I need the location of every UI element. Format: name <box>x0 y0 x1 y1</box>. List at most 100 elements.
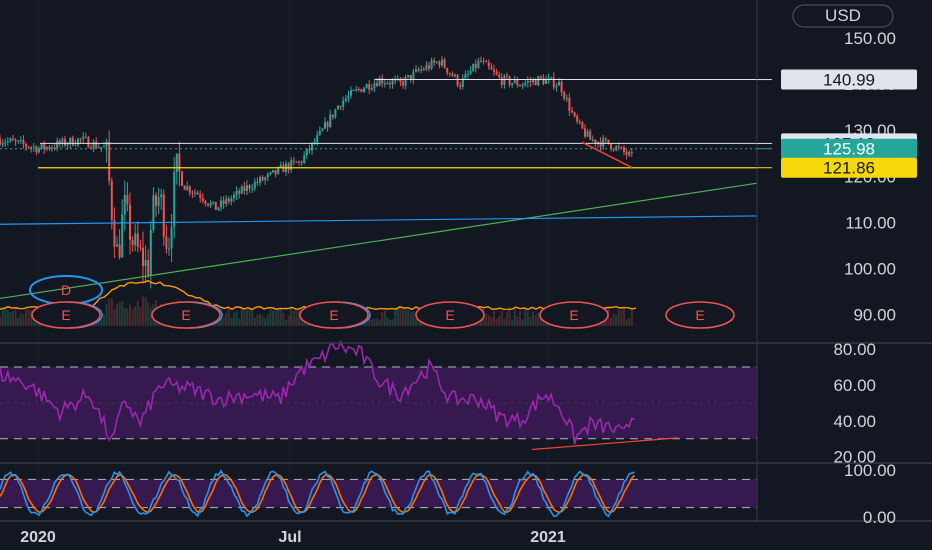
candle-body[interactable] <box>599 141 602 147</box>
candle-body[interactable] <box>173 171 176 227</box>
candle-body[interactable] <box>160 194 163 198</box>
candle-body[interactable] <box>474 63 477 68</box>
candle-body[interactable] <box>103 146 105 148</box>
candle-body[interactable] <box>74 144 77 146</box>
candle-body[interactable] <box>420 69 423 71</box>
price-axis[interactable]: 150.00140.00130.00120.00110.00100.0090.0… <box>833 29 896 527</box>
candle-body[interactable] <box>51 147 53 149</box>
candle-body[interactable] <box>152 195 155 230</box>
stoch-d-line[interactable] <box>0 473 635 514</box>
candle-body[interactable] <box>459 85 462 87</box>
candle-body[interactable] <box>12 138 14 141</box>
candle-body[interactable] <box>181 171 183 186</box>
candle-body[interactable] <box>485 61 488 63</box>
candle-body[interactable] <box>412 71 415 80</box>
candle-body[interactable] <box>248 185 251 189</box>
candle-body[interactable] <box>506 75 508 77</box>
candle-body[interactable] <box>482 61 485 63</box>
candle-body[interactable] <box>214 201 217 210</box>
candle-body[interactable] <box>100 147 103 149</box>
candle-body[interactable] <box>1 143 4 145</box>
candle-body[interactable] <box>9 138 12 141</box>
candle-body[interactable] <box>363 88 365 92</box>
price-divergence-line[interactable] <box>581 141 633 169</box>
candle-body[interactable] <box>238 190 241 194</box>
candle-body[interactable] <box>495 71 498 75</box>
candle-body[interactable] <box>251 188 254 190</box>
candle-body[interactable] <box>32 146 35 148</box>
candle-body[interactable] <box>212 201 215 203</box>
candle-body[interactable] <box>487 62 490 67</box>
candle-body[interactable] <box>246 185 248 192</box>
candle-body[interactable] <box>558 81 560 86</box>
candle-body[interactable] <box>303 155 306 163</box>
candle-body[interactable] <box>56 140 59 149</box>
candle-body[interactable] <box>612 148 615 151</box>
candle-body[interactable] <box>376 83 378 86</box>
candle-body[interactable] <box>269 172 272 174</box>
candle-body[interactable] <box>573 112 576 116</box>
candle-body[interactable] <box>334 109 337 118</box>
candle-body[interactable] <box>441 59 443 66</box>
candle-body[interactable] <box>253 181 256 189</box>
candle-body[interactable] <box>563 92 566 99</box>
candle-body[interactable] <box>259 177 261 183</box>
candle-body[interactable] <box>339 105 342 107</box>
candle-body[interactable] <box>69 137 72 145</box>
candle-body[interactable] <box>225 198 228 204</box>
candle-body[interactable] <box>220 200 222 208</box>
earnings-marker[interactable] <box>299 301 369 329</box>
candle-body[interactable] <box>108 141 111 181</box>
candle-body[interactable] <box>235 190 238 195</box>
candle-body[interactable] <box>131 239 134 246</box>
candle-body[interactable] <box>617 146 620 148</box>
candle-body[interactable] <box>201 197 204 201</box>
candle-body[interactable] <box>425 65 428 70</box>
candle-body[interactable] <box>157 197 160 206</box>
candle-body[interactable] <box>591 139 594 141</box>
candle-body[interactable] <box>188 186 191 193</box>
candle-body[interactable] <box>25 144 27 147</box>
candle-body[interactable] <box>355 88 358 91</box>
candle-body[interactable] <box>272 170 274 173</box>
candle-body[interactable] <box>84 136 87 138</box>
candle-body[interactable] <box>264 177 267 181</box>
candle-body[interactable] <box>581 121 584 129</box>
candle-body[interactable] <box>136 233 139 247</box>
candle-body[interactable] <box>433 60 436 63</box>
candle-body[interactable] <box>134 233 137 246</box>
candle-body[interactable] <box>537 76 540 86</box>
candle-body[interactable] <box>118 244 121 258</box>
candle-body[interactable] <box>607 139 610 145</box>
candle-body[interactable] <box>48 146 51 149</box>
candle-body[interactable] <box>142 247 144 267</box>
candle-body[interactable] <box>571 110 573 113</box>
candle-body[interactable] <box>92 141 95 149</box>
candle-body[interactable] <box>279 165 282 168</box>
candle-body[interactable] <box>4 142 7 144</box>
candle-body[interactable] <box>186 186 189 190</box>
candle-body[interactable] <box>454 74 456 77</box>
candle-body[interactable] <box>35 146 38 153</box>
candle-body[interactable] <box>64 138 66 146</box>
candle-body[interactable] <box>448 72 451 74</box>
candle-body[interactable] <box>578 121 581 123</box>
candle-body[interactable] <box>240 186 243 194</box>
candle-body[interactable] <box>503 75 506 85</box>
candle-body[interactable] <box>17 140 20 142</box>
candle-body[interactable] <box>373 83 376 88</box>
candle-body[interactable] <box>45 146 48 150</box>
candle-body[interactable] <box>313 142 316 144</box>
candle-body[interactable] <box>464 74 467 79</box>
candle-body[interactable] <box>204 200 207 204</box>
candle-body[interactable] <box>308 148 311 151</box>
candle-body[interactable] <box>318 130 321 135</box>
candle-body[interactable] <box>422 69 425 71</box>
candle-body[interactable] <box>500 77 503 85</box>
currency-badge[interactable] <box>792 4 894 28</box>
candle-body[interactable] <box>168 248 170 250</box>
candle-body[interactable] <box>521 84 524 86</box>
candle-body[interactable] <box>524 82 527 85</box>
candle-body[interactable] <box>389 83 391 85</box>
candle-body[interactable] <box>435 61 438 63</box>
